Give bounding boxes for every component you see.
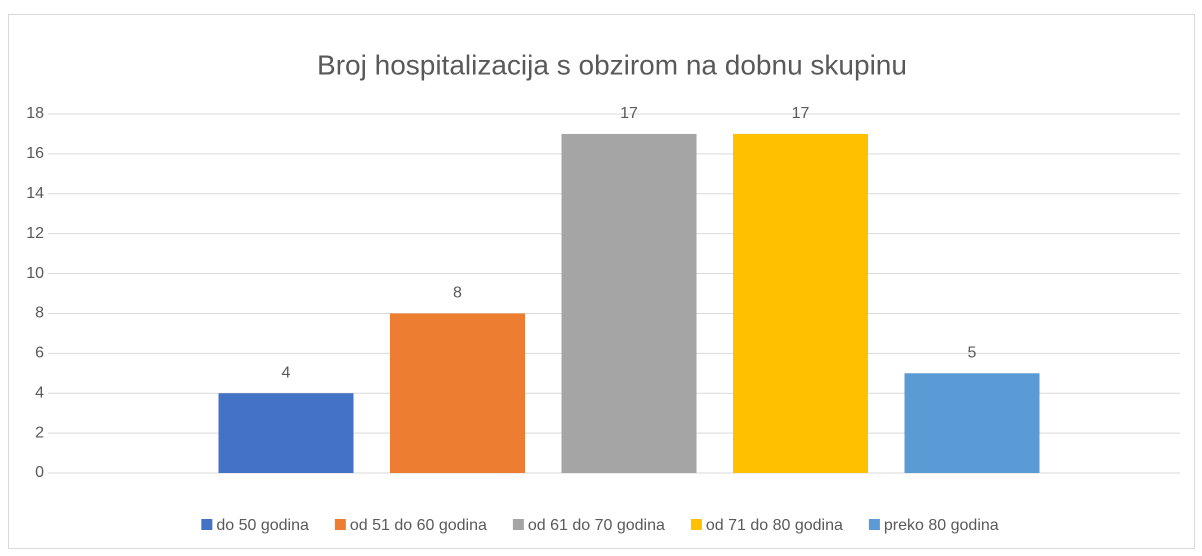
- bar: [218, 393, 354, 473]
- legend-label: od 71 do 80 godina: [706, 517, 843, 534]
- data-label: 8: [453, 285, 462, 302]
- y-tick-label: 6: [35, 345, 44, 362]
- bar: [561, 133, 697, 473]
- bar: [733, 133, 868, 473]
- y-tick-label: 4: [35, 384, 44, 401]
- y-tick-label: 12: [26, 225, 44, 242]
- data-label: 4: [282, 364, 291, 381]
- legend-label: od 51 do 60 godina: [350, 517, 487, 534]
- y-tick-label: 10: [26, 265, 44, 282]
- y-tick-label: 14: [26, 185, 44, 202]
- legend-swatch: [201, 519, 213, 530]
- data-label: 17: [792, 105, 810, 122]
- data-label: 5: [968, 344, 977, 361]
- chart-title: Broj hospitalizacija s obzirom na dobnu …: [317, 49, 907, 80]
- bar: [904, 373, 1040, 473]
- legend-label: od 61 do 70 godina: [528, 517, 665, 534]
- y-tick-label: 8: [35, 305, 44, 322]
- y-tick-label: 16: [26, 145, 44, 162]
- y-tick-label: 0: [35, 464, 44, 481]
- bar: [390, 313, 525, 473]
- legend-label: do 50 godina: [216, 517, 309, 534]
- legend-swatch: [334, 519, 346, 530]
- legend-swatch: [868, 519, 880, 530]
- legend-label: preko 80 godina: [884, 517, 999, 534]
- y-tick-label: 2: [35, 424, 44, 441]
- y-tick-label: 18: [26, 105, 44, 122]
- legend-swatch: [690, 519, 702, 530]
- data-label: 17: [620, 105, 638, 122]
- legend-swatch: [512, 519, 524, 530]
